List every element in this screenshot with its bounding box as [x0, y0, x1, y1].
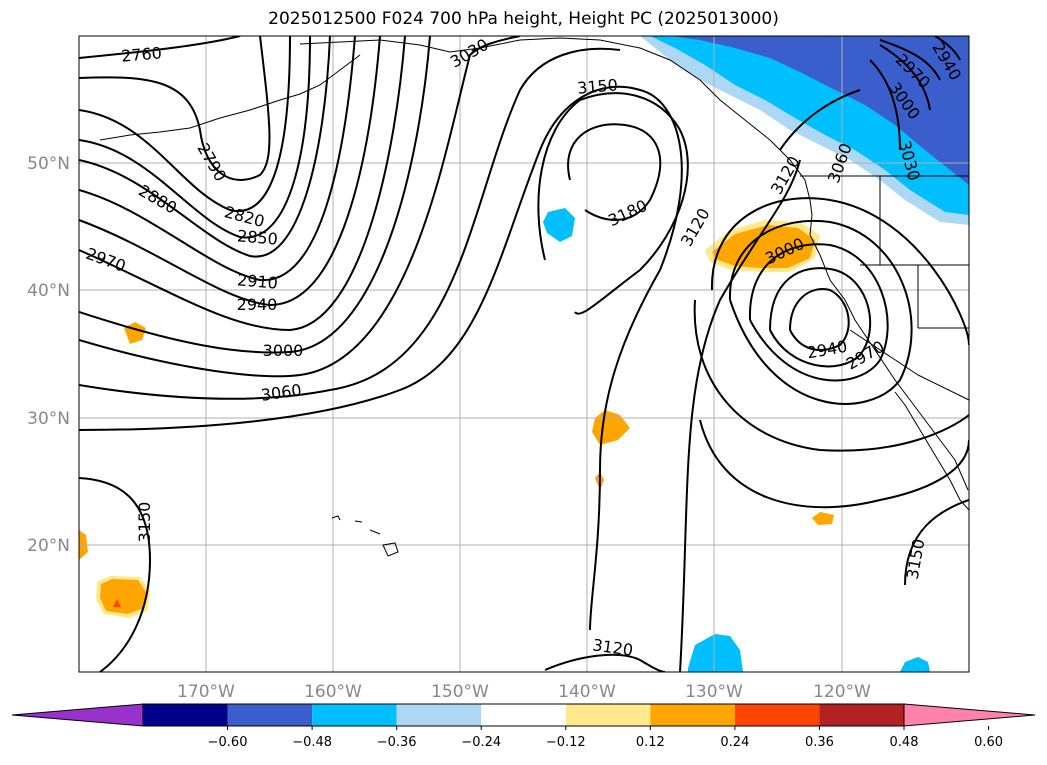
colorbar-swatch [227, 704, 313, 726]
colorbar-tick-label: 0.60 [974, 735, 1003, 750]
contour-3060 [79, 47, 621, 400]
colorbar-tick-label: 0.12 [636, 735, 665, 750]
contour-3150-west [79, 477, 152, 672]
height-contours [79, 36, 969, 672]
contour-2910 [79, 36, 356, 282]
colorbar: −0.60 −0.48 −0.36 −0.24 −0.12 0.12 0.24 0.36 0.4… [11, 703, 1036, 750]
colorbar-swatch [565, 704, 651, 726]
lat-label: 20°N [27, 536, 70, 556]
colorbar-tick-label: −0.36 [377, 735, 417, 750]
contour-2970-ne [879, 39, 941, 81]
contour-low-3030 [728, 219, 913, 405]
contour-label: 2910 [236, 270, 278, 292]
lon-label: 120°W [813, 682, 871, 702]
negative-anomaly-blob-mid [543, 208, 575, 242]
positive-anomaly-region-ca-core [712, 225, 815, 268]
colorbar-extend-high [903, 703, 1036, 727]
positive-anomaly-blob-west [124, 322, 146, 344]
contour-low-2970 [769, 267, 872, 368]
contour-3180 [567, 123, 662, 221]
colorbar-swatch [819, 704, 904, 726]
colorbar-tick-label: 0.24 [720, 735, 749, 750]
contour-3120-south [544, 653, 666, 672]
contour-low-2940 [789, 288, 850, 351]
contour-label: 3150 [135, 502, 154, 543]
contour-low-3000 [748, 243, 889, 382]
contour-3030 [79, 36, 521, 378]
contour-label: 3150 [576, 75, 618, 97]
contour-label: 2790 [193, 140, 230, 185]
colorbar-tick-label: −0.60 [208, 735, 248, 750]
contour-3120-east [679, 159, 801, 672]
longitude-labels: 170°W 160°W 150°W 140°W 130°W 120°W [177, 682, 871, 702]
colorbar-swatch [734, 704, 820, 726]
negative-anomaly-region-ne-core [670, 36, 969, 185]
contour-3150-ridge [537, 92, 689, 315]
lon-label: 150°W [431, 682, 489, 702]
contour-3150-se [904, 499, 969, 586]
contour-label: 2940 [237, 295, 278, 314]
contour-label: 3060 [260, 380, 303, 404]
latitude-labels: 50°N 40°N 30°N 20°N [27, 154, 70, 556]
colorbar-swatch [143, 704, 228, 726]
contour-3060-ne [779, 89, 861, 151]
colorbar-swatch [481, 704, 566, 726]
colorbar-tick-label: −0.24 [461, 735, 501, 750]
contour-2790 [79, 36, 271, 181]
coastline-baja [894, 391, 969, 511]
contour-2940 [79, 36, 381, 307]
lon-label: 140°W [558, 682, 616, 702]
lon-label: 130°W [685, 682, 743, 702]
positive-anomaly-blob-mid [592, 410, 630, 445]
colorbar-tick-label: −0.12 [546, 735, 586, 750]
contour-2760 [79, 36, 241, 59]
colorbar-swatch [650, 704, 735, 726]
lat-label: 50°N [27, 154, 70, 174]
colorbar-tick-label: 0.48 [890, 735, 919, 750]
contour-3000-ne [879, 44, 931, 111]
colorbar-extend-low [11, 703, 144, 727]
contour-label: 3150 [903, 537, 929, 580]
positive-anomaly-blob-east [812, 512, 834, 525]
contour-2820 [79, 36, 291, 213]
contour-label: 2970 [843, 337, 888, 374]
contour-label: 3120 [767, 153, 804, 198]
map-title: 2025012500 F024 700 hPa height, Height P… [268, 9, 779, 29]
positive-anomaly-blob-sw-core [100, 579, 146, 614]
contour-label: 2880 [135, 181, 180, 218]
lat-label: 40°N [27, 281, 70, 301]
contour-3000 [79, 36, 431, 354]
contour-label: 3180 [605, 196, 650, 230]
plot-frame [78, 35, 970, 673]
colorbar-frame [142, 703, 905, 727]
colorbar-tick-label: 0.36 [805, 735, 834, 750]
contour-2850 [79, 36, 311, 239]
contour-low-3060 [710, 197, 969, 346]
contour-label: 3000 [263, 341, 304, 360]
lon-label: 170°W [177, 682, 235, 702]
contour-2970 [79, 36, 406, 332]
contour-3090-east [693, 299, 969, 452]
positive-anomaly-dot-sw [113, 599, 121, 607]
contour-2880 [79, 36, 331, 258]
lon-label: 160°W [304, 682, 362, 702]
contour-3090-trough [79, 85, 683, 631]
contour-label: 2760 [120, 43, 162, 65]
lat-label: 30°N [27, 409, 70, 429]
contour-label: 2970 [84, 244, 129, 276]
contour-label: 2850 [236, 226, 278, 248]
colorbar-tick-label: −0.48 [292, 735, 332, 750]
negative-anomaly-blob-south-2 [900, 657, 930, 672]
coastline-hawaii [331, 515, 399, 557]
gridlines [79, 36, 969, 672]
contour-label: 3120 [677, 205, 714, 250]
colorbar-swatch [312, 704, 397, 726]
contour-label: 3030 [447, 35, 492, 72]
colorbar-swatch [396, 704, 482, 726]
contour-3030-ne [869, 59, 901, 151]
contour-3120-se [699, 419, 969, 509]
negative-anomaly-blob-south-1 [688, 634, 743, 672]
contour-2940-ne [934, 36, 961, 61]
